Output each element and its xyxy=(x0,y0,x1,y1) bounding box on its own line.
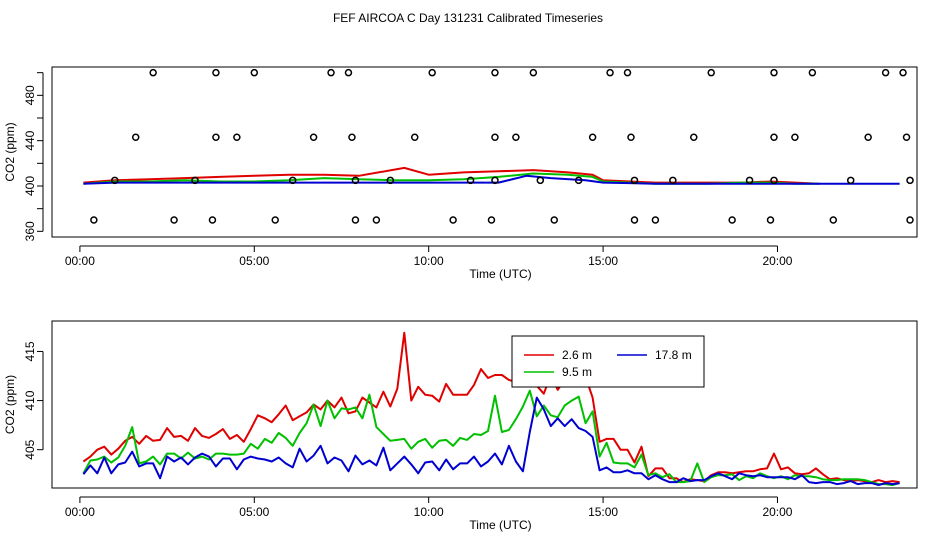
calibration-point xyxy=(529,68,538,77)
calibration-point xyxy=(829,216,838,224)
calibration-point xyxy=(899,68,907,77)
calibration-point xyxy=(906,216,914,224)
series-line-17-8-m xyxy=(82,396,900,487)
y-axis-label: CO2 (ppm) xyxy=(3,375,17,434)
legend-label: 2.6 m xyxy=(562,348,592,362)
y-axis-label: CO2 (ppm) xyxy=(3,122,17,181)
calibration-point xyxy=(550,216,559,224)
calibration-point xyxy=(90,216,98,224)
series-group xyxy=(82,331,900,487)
calibration-point xyxy=(351,216,360,224)
y-tick-label: 480 xyxy=(23,85,37,105)
calibration-point xyxy=(630,176,639,185)
calibration-point xyxy=(327,68,335,77)
calibration-point xyxy=(170,216,178,224)
calibration-point xyxy=(707,68,715,77)
calibration-point xyxy=(588,133,597,142)
calibration-point xyxy=(131,133,140,142)
calibration-point xyxy=(372,216,381,224)
calibration-point xyxy=(770,68,778,77)
y-tick-label: 415 xyxy=(23,341,37,361)
calibration-point xyxy=(881,68,890,77)
calibration-point xyxy=(351,176,360,185)
calibration-point xyxy=(111,176,119,185)
calibration-point xyxy=(212,68,220,77)
calibration-point xyxy=(212,133,220,142)
calibration-point xyxy=(491,68,499,77)
calibration-point xyxy=(512,133,520,142)
calibration-point xyxy=(149,68,157,77)
calibration-point xyxy=(536,176,545,185)
y-tick-label: 410 xyxy=(23,390,37,410)
x-tick-label: 05:00 xyxy=(239,254,269,268)
plot-frame xyxy=(51,320,918,489)
calibration-point xyxy=(491,133,499,142)
series-line-9-5-m xyxy=(82,389,900,487)
calibration-point xyxy=(745,176,754,185)
x-axis-label: Time (UTC) xyxy=(469,267,531,281)
calibration-point xyxy=(449,216,457,224)
calibration-point xyxy=(864,133,872,142)
calibration-point xyxy=(271,216,279,224)
calibration-point xyxy=(208,216,217,224)
top-panel: 00:00 05:00 10:00 15:00 20:00 Time (UTC) 360 40… xyxy=(3,66,918,281)
calibration-point xyxy=(574,176,583,185)
x-tick-label: 15:00 xyxy=(588,254,618,268)
calibration-point xyxy=(846,176,855,185)
x-tick-label: 15:00 xyxy=(588,505,618,519)
x-tick-label: 10:00 xyxy=(414,505,444,519)
calibration-point xyxy=(630,216,639,224)
calibration-point xyxy=(690,133,698,142)
calibration-point xyxy=(428,68,436,77)
x-tick-label: 10:00 xyxy=(414,254,444,268)
legend-box xyxy=(511,335,705,388)
calibration-point xyxy=(466,176,475,185)
calibration-point xyxy=(386,176,395,185)
calibration-point xyxy=(348,133,356,142)
y-tick-label: 400 xyxy=(23,176,37,196)
y-tick-label: 405 xyxy=(23,439,37,459)
calibration-point xyxy=(669,176,677,185)
bottom-panel: 00:00 05:00 10:00 15:00 20:00 Time (UTC) 405 41… xyxy=(3,320,918,532)
calibration-point xyxy=(770,133,778,142)
x-tick-label: 20:00 xyxy=(762,505,792,519)
calibration-point xyxy=(906,176,914,185)
calibration-point xyxy=(250,68,259,77)
calibration-point xyxy=(770,176,778,185)
calibration-point xyxy=(791,133,799,142)
calibration-point xyxy=(233,133,241,142)
chart-title: FEF AIRCOA C Day 131231 Calibrated Times… xyxy=(333,11,603,25)
calibration-point xyxy=(808,68,817,77)
calibration-point xyxy=(902,133,911,142)
y-tick-label: 440 xyxy=(23,130,37,150)
calibration-point xyxy=(728,216,736,224)
legend: 2.6 m 9.5 m 17.8 m xyxy=(511,335,705,388)
calibration-point xyxy=(344,68,353,77)
series-line-2-6-m xyxy=(82,331,900,484)
calibration-point xyxy=(487,216,496,224)
legend-label: 9.5 m xyxy=(562,365,592,379)
y-tick-label: 360 xyxy=(23,221,37,241)
calibration-point xyxy=(288,176,297,185)
x-tick-label: 00:00 xyxy=(65,505,95,519)
calibration-point xyxy=(606,68,614,77)
plot-frame xyxy=(51,66,918,238)
calibration-point xyxy=(651,216,660,224)
calibration-point xyxy=(623,68,632,77)
x-tick-label: 20:00 xyxy=(762,254,792,268)
x-axis-label: Time (UTC) xyxy=(469,518,531,532)
legend-label: 17.8 m xyxy=(655,348,692,362)
calibration-point xyxy=(627,133,635,142)
calibration-point xyxy=(766,216,775,224)
x-tick-label: 00:00 xyxy=(65,254,95,268)
calibration-point xyxy=(491,176,499,185)
calibration-point xyxy=(191,176,199,185)
x-tick-label: 05:00 xyxy=(239,505,269,519)
calibration-point xyxy=(410,133,419,142)
calibration-point xyxy=(309,133,318,142)
